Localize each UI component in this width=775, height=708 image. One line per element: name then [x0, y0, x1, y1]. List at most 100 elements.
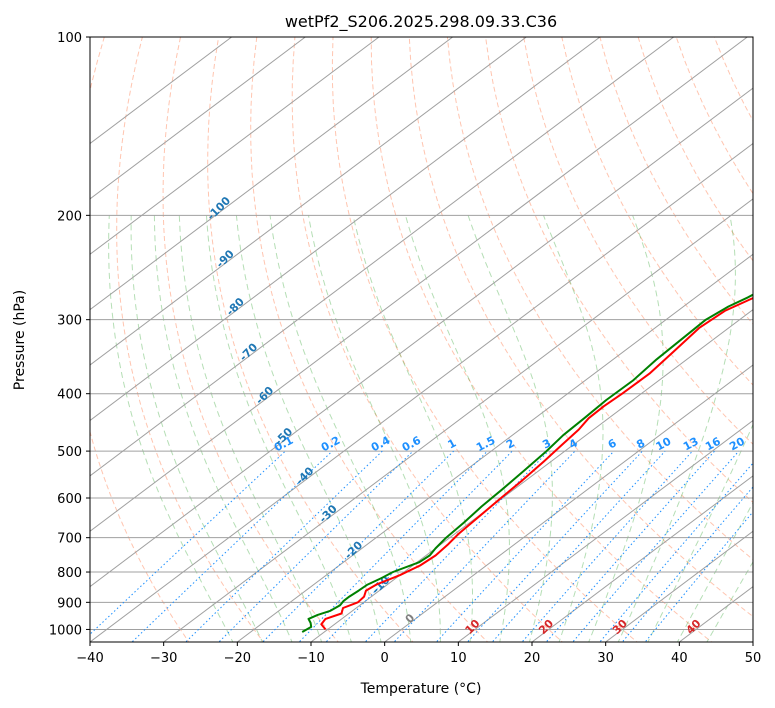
- isotherm-label: -10: [369, 573, 392, 596]
- background-lines: [90, 37, 753, 642]
- x-axis-ticks: −40 −30 −20 −10 0 10 20 30 40 50: [76, 642, 761, 666]
- moist-adiabat: [467, 215, 553, 642]
- mixing-ratio-label: 20: [727, 435, 747, 454]
- isotherm-line: [752, 641, 753, 642]
- y-tick-label: 900: [57, 596, 82, 611]
- isotherm-line: [458, 419, 753, 642]
- y-axis-ticks: 100 200 300 400 500 600 700 800 900 1000: [49, 31, 90, 638]
- temperature-profile-line: [320, 296, 753, 631]
- moist-adiabat: [543, 215, 604, 642]
- dry-adiabat: [90, 37, 190, 642]
- dry-adiabat: [752, 37, 753, 40]
- x-tick-label: 10: [450, 651, 467, 666]
- isotherm-line: [384, 364, 753, 642]
- sounding-profiles: [301, 293, 753, 633]
- isotherm-label: -90: [214, 247, 237, 270]
- dry-adiabat: [207, 37, 414, 642]
- dewpoint-profile-line: [301, 293, 753, 633]
- mixing-ratio-line: [521, 450, 693, 642]
- isotherm-line: [90, 37, 306, 200]
- x-tick-label: 0: [381, 651, 389, 666]
- mixing-ratio-line: [545, 450, 715, 642]
- x-tick-label: −20: [224, 651, 251, 666]
- isotherm-line: [310, 309, 753, 642]
- mixing-ratio-label: 10: [654, 435, 674, 454]
- moist-adiabat: [235, 215, 382, 642]
- y-tick-label: 500: [57, 445, 82, 460]
- y-tick-label: 600: [57, 492, 82, 507]
- moist-adiabat: [178, 215, 323, 642]
- y-axis-title: Pressure (hPa): [12, 290, 28, 390]
- dry-adiabat: [408, 37, 753, 618]
- moist-adiabat: [706, 560, 753, 642]
- mixing-ratio-line: [185, 450, 383, 642]
- dry-adiabat: [162, 37, 339, 642]
- isotherm-line: [605, 530, 753, 642]
- isotherm-line: [90, 37, 601, 422]
- x-tick-label: 30: [597, 651, 614, 666]
- mixing-ratio-line: [262, 450, 455, 642]
- mixing-ratio-label: 25: [752, 435, 772, 454]
- y-tick-label: 800: [57, 566, 82, 581]
- dry-adiabat: [599, 37, 753, 325]
- x-tick-label: −30: [150, 651, 177, 666]
- mixing-ratio-line: [298, 450, 488, 642]
- mixing-ratio-label: 6: [606, 436, 619, 451]
- moist-adiabat: [206, 215, 352, 642]
- mixing-ratio-line: [644, 511, 753, 642]
- mixing-ratio-label: 2: [504, 436, 517, 451]
- moist-adiabat: [352, 215, 473, 642]
- isotherm-line: [163, 198, 753, 642]
- isotherm-line: [90, 37, 674, 477]
- isotherm-line: [90, 87, 753, 588]
- isotherm-label: -60: [253, 384, 276, 407]
- x-tick-label: 40: [671, 651, 688, 666]
- dry-adiabat: [291, 37, 564, 642]
- isotherm-line: [90, 37, 380, 255]
- y-tick-label: 1000: [49, 623, 82, 638]
- dry-adiabat: [637, 37, 753, 262]
- mixing-ratio-line: [218, 450, 414, 642]
- y-tick-label: 200: [57, 209, 82, 224]
- moist-adiabat: [405, 215, 510, 642]
- dry-adiabat: [250, 37, 489, 642]
- moist-adiabat: [617, 215, 736, 642]
- plot-frame: [89, 36, 754, 643]
- isotherm-label: -30: [317, 502, 340, 525]
- dry-adiabat: [331, 37, 638, 642]
- isotherm-line: [90, 37, 453, 311]
- mixing-ratio-label: 16: [703, 435, 723, 454]
- isotherm-line: [237, 253, 753, 642]
- mixing-ratio-label: 13: [681, 435, 701, 454]
- mixing-ratio-line: [393, 450, 576, 642]
- dry-adiabat: [116, 37, 265, 642]
- moist-adiabat: [308, 215, 441, 642]
- dry-adiabat: [370, 37, 713, 642]
- isotherm-label: -70: [237, 340, 260, 363]
- moist-adiabat: [130, 215, 263, 642]
- isotherm-line: [90, 37, 527, 366]
- moist-adiabat: [676, 501, 753, 642]
- mixing-ratio-label: 8: [634, 436, 647, 451]
- mixing-ratio-line: [491, 450, 666, 642]
- moist-adiabat: [269, 215, 412, 642]
- x-tick-label: −10: [297, 651, 324, 666]
- isotherm-label: 20: [536, 617, 556, 637]
- moist-adiabat: [108, 215, 234, 642]
- mixing-ratio-line: [131, 450, 333, 642]
- isotherm-label: 40: [684, 617, 704, 637]
- mixing-ratio-line: [621, 486, 753, 642]
- mixing-ratio-line: [599, 462, 753, 642]
- x-axis-title: Temperature (°C): [360, 681, 482, 697]
- y-tick-label: 300: [57, 314, 82, 329]
- y-tick-label: 400: [57, 388, 82, 403]
- chart-title: wetPf2_S206.2025.298.09.33.C36: [285, 12, 557, 32]
- mixing-ratio-line: [435, 450, 615, 642]
- x-tick-label: −40: [76, 651, 103, 666]
- isotherm-label: -100: [204, 194, 233, 223]
- mixing-ratio-label: 3: [540, 436, 553, 451]
- y-tick-label: 100: [57, 31, 82, 46]
- mixing-ratio-line: [572, 450, 740, 642]
- moist-adiabat: [153, 215, 293, 642]
- isotherm-line: [531, 475, 753, 642]
